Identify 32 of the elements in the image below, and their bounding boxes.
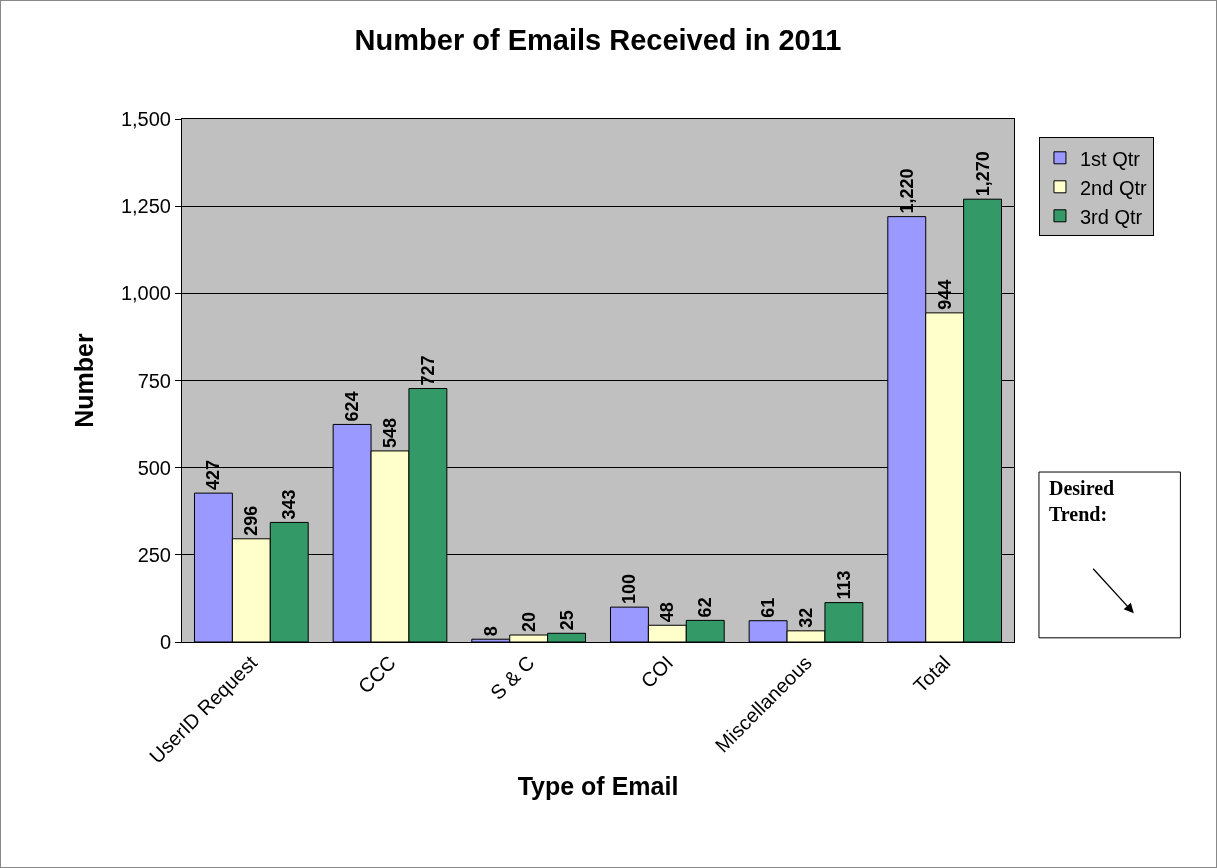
data-label: 548 bbox=[380, 417, 400, 448]
data-label: 62 bbox=[695, 597, 716, 618]
x-tick-label: S & C bbox=[486, 651, 539, 704]
legend-label: 1st Qtr bbox=[1079, 147, 1141, 170]
data-label: 1,270 bbox=[972, 151, 993, 197]
y-tick-label: 500 bbox=[137, 456, 171, 479]
y-tick-label: 1,500 bbox=[120, 108, 171, 130]
data-label: 100 bbox=[619, 574, 640, 605]
data-label: 343 bbox=[279, 489, 300, 520]
y-tick-label: 250 bbox=[137, 543, 171, 566]
data-label: 1,220 bbox=[896, 168, 917, 214]
y-tick-label: 1,250 bbox=[120, 195, 171, 218]
x-tick-label: COI bbox=[636, 651, 678, 693]
data-label: 427 bbox=[203, 460, 224, 491]
y-axis-title: Number bbox=[69, 333, 98, 428]
legend-label: 2nd Qtr bbox=[1079, 176, 1147, 199]
data-label: 20 bbox=[518, 612, 539, 633]
data-label: 8 bbox=[480, 626, 501, 637]
data-label: 25 bbox=[556, 610, 577, 631]
data-label: 113 bbox=[833, 570, 854, 600]
data-label: 32 bbox=[796, 607, 816, 628]
y-tick-label: 1,000 bbox=[120, 282, 171, 305]
x-axis-title: Type of Email bbox=[517, 771, 679, 800]
legend-label: 3rd Qtr bbox=[1079, 205, 1143, 228]
data-label: 296 bbox=[241, 505, 262, 536]
y-tick-label: 0 bbox=[159, 631, 171, 653]
data-label: 624 bbox=[342, 391, 363, 422]
text: Desired Trend: bbox=[1049, 477, 1115, 525]
chart-title: Number of Emails Received in 2011 bbox=[354, 24, 842, 57]
data-label: 61 bbox=[758, 597, 779, 618]
y-tick-label: 750 bbox=[137, 369, 171, 392]
data-label: 48 bbox=[657, 602, 678, 623]
